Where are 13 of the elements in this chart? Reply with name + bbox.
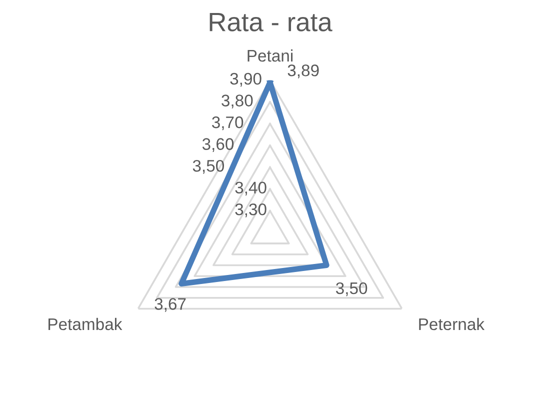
data-label: 3,89	[288, 64, 319, 78]
spoke-label: Petani	[248, 49, 293, 62]
data-label: 3,67	[154, 298, 186, 312]
y-tick-label: 3,80	[222, 94, 253, 108]
chart-title: Rata - rata	[210, 13, 332, 32]
y-tick-label: 3,90	[230, 72, 262, 87]
spoke-label: Peternak	[419, 318, 485, 330]
spoke-label: Petambak	[48, 318, 122, 330]
y-tick-label: 3,60	[202, 138, 234, 152]
y-tick-label: 3,30	[235, 203, 266, 218]
y-tick-label: 3,40	[235, 182, 266, 196]
y-tick-label: 3,70	[212, 116, 244, 130]
data-label: 3,50	[336, 282, 368, 296]
